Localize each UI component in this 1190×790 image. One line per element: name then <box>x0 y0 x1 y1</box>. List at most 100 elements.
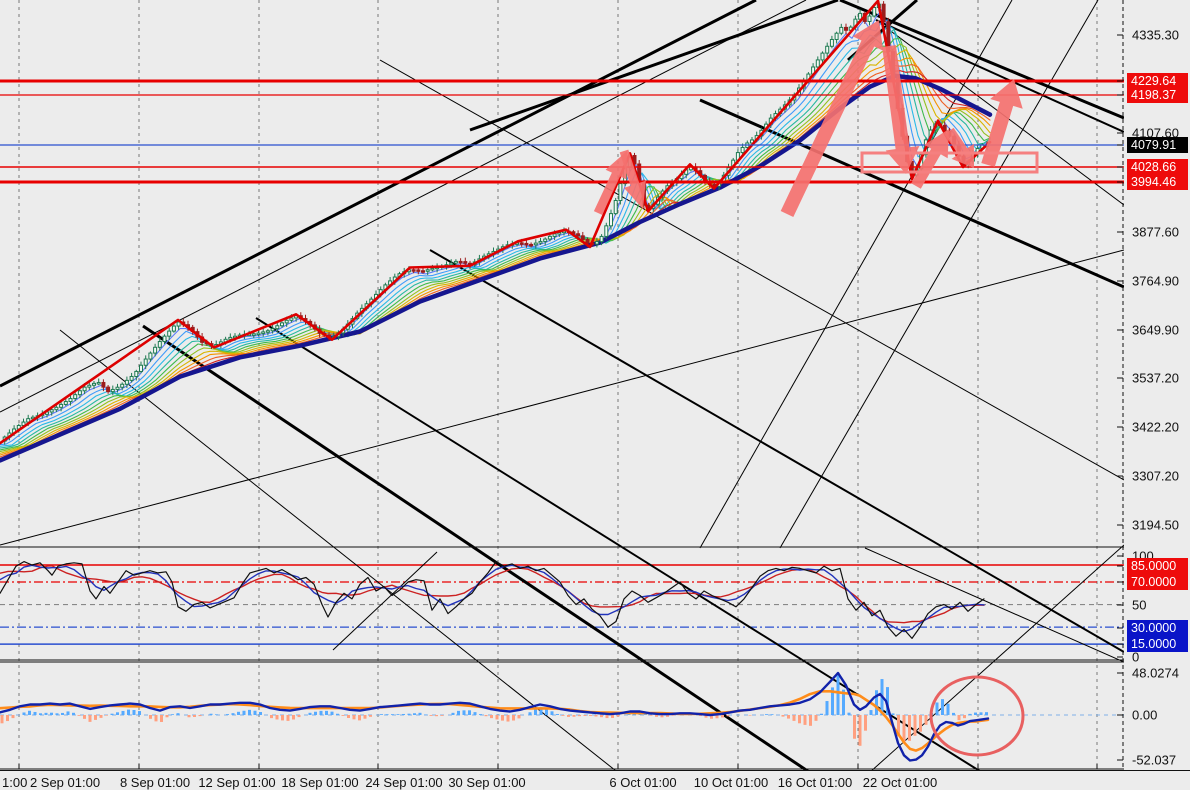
candle-body <box>552 233 557 237</box>
ma-ribbon-line <box>0 37 991 451</box>
candle-body <box>139 364 143 372</box>
macd-main-line <box>0 671 990 762</box>
candle-body <box>115 386 120 390</box>
price-axis-label: 4107.60 <box>1132 125 1179 141</box>
trendline[interactable] <box>850 544 1124 770</box>
time-axis-label-clipped: 1:00 <box>2 775 28 790</box>
candle-body <box>519 242 524 245</box>
osc-black-line <box>0 561 985 639</box>
trendline[interactable] <box>0 0 757 388</box>
trendline[interactable] <box>0 249 1124 546</box>
candle-body <box>425 269 430 272</box>
trendline[interactable] <box>864 547 1124 663</box>
trade-direction-arrow[interactable] <box>944 127 974 168</box>
ma-ribbon-line <box>0 19 991 446</box>
osc-level-badge: 15.0000 <box>1127 636 1188 652</box>
chart-plot-area[interactable] <box>0 0 1124 770</box>
candle-body <box>585 239 590 244</box>
candle-body <box>77 390 82 396</box>
candle-body <box>421 270 425 273</box>
candle-body <box>92 382 96 386</box>
trade-direction-arrow[interactable] <box>911 129 949 189</box>
zigzag-line <box>0 0 992 445</box>
trade-direction-arrow[interactable] <box>981 79 1023 167</box>
candle-body <box>867 15 872 22</box>
candle-body <box>449 262 454 266</box>
trendline[interactable] <box>429 249 1124 653</box>
time-axis-label: 24 Sep 01:00 <box>365 775 443 790</box>
candle-body <box>872 7 877 17</box>
time-axis[interactable] <box>0 770 1190 790</box>
price-level-badge: 4229.64 <box>1127 73 1188 89</box>
candle-body <box>270 328 275 332</box>
candle-body <box>120 383 125 388</box>
candle-body <box>580 235 585 241</box>
trade-direction-arrow[interactable] <box>593 151 627 215</box>
candle-body <box>280 322 284 327</box>
time-axis-label: 2 Sep 01:00 <box>29 775 101 790</box>
time-axis-label: 8 Sep 01:00 <box>119 775 191 790</box>
candle-body <box>524 242 529 246</box>
osc-level-badge: 85.0000 <box>1127 558 1188 574</box>
macd-axis-label: 0.00 <box>1132 707 1158 723</box>
trendline[interactable] <box>875 19 1124 133</box>
candle-body <box>430 267 435 271</box>
trendline[interactable] <box>699 98 1124 289</box>
trade-direction-arrow[interactable] <box>780 20 884 217</box>
candle-body <box>143 358 148 366</box>
candle-body <box>284 319 289 324</box>
candle-body <box>228 336 233 340</box>
candle-body <box>825 45 830 54</box>
osc-red-line <box>0 565 985 624</box>
time-axis-label: 16 Oct 01:00 <box>777 775 853 790</box>
candle-body <box>599 235 604 243</box>
candle-body <box>594 241 599 245</box>
price-axis-label: 3764.90 <box>1132 273 1179 289</box>
candle-body <box>815 59 820 68</box>
candle-body <box>411 269 416 272</box>
price-axis-label: 3649.90 <box>1132 322 1179 338</box>
trendline[interactable] <box>332 551 438 651</box>
candle-body <box>124 379 129 385</box>
candle-body <box>416 269 421 272</box>
candle-body <box>453 260 458 264</box>
trendline[interactable] <box>469 0 839 132</box>
trade-direction-arrow[interactable] <box>619 149 646 209</box>
price-axis-label: 4335.30 <box>1132 27 1179 43</box>
ma-ribbon-line <box>0 49 991 454</box>
candle-body <box>87 384 92 388</box>
candle-body <box>529 243 534 247</box>
candle-body <box>604 225 609 237</box>
candle-body <box>543 238 548 242</box>
candle-body <box>129 375 134 381</box>
candle-body <box>881 3 886 23</box>
time-axis-label: 6 Oct 01:00 <box>609 775 677 790</box>
trendline[interactable] <box>779 0 1099 549</box>
candle-body <box>82 386 87 392</box>
trendline[interactable] <box>0 0 807 413</box>
candle-body <box>829 38 834 47</box>
trade-direction-arrow[interactable] <box>882 45 920 174</box>
ma-ribbon-line <box>0 43 991 453</box>
time-axis-label: 12 Sep 01:00 <box>198 775 276 790</box>
macd-highlight-ellipse[interactable] <box>929 675 1025 757</box>
candle-body <box>54 406 59 411</box>
candle-body <box>289 317 294 321</box>
candle-body <box>618 183 623 201</box>
trendline[interactable] <box>379 59 1124 481</box>
candle-body <box>106 386 111 393</box>
consolidation-rectangle[interactable] <box>860 151 1039 174</box>
trendline[interactable] <box>699 0 1013 549</box>
candle-body <box>613 199 618 215</box>
trendline[interactable] <box>255 317 1010 770</box>
navy-ma-line <box>0 73 993 463</box>
candle-body <box>153 346 158 354</box>
candle-body <box>68 398 73 403</box>
price-axis-label: 3422.20 <box>1132 419 1179 435</box>
trendline[interactable] <box>59 329 640 770</box>
time-axis-label: 30 Sep 01:00 <box>448 775 526 790</box>
candle-body <box>162 335 167 343</box>
candle-body <box>275 325 280 330</box>
time-axis-label: 22 Oct 01:00 <box>862 775 938 790</box>
candle-body <box>538 240 543 244</box>
